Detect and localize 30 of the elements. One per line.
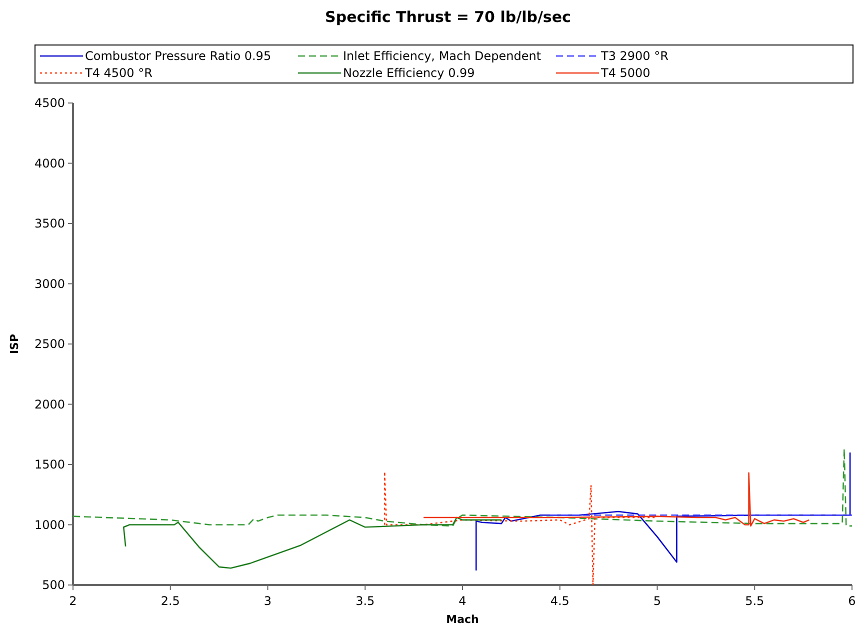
line-series	[72, 448, 853, 527]
legend-label: T4 4500 °R	[84, 66, 152, 80]
y-tick-label: 3000	[34, 276, 65, 291]
y-tick-label: 1500	[34, 458, 65, 472]
legend-label: Combustor Pressure Ratio 0.95	[85, 49, 272, 63]
x-tick-label: 2	[69, 594, 77, 608]
chart-title: Specific Thrust = 70 lb/lb/sec	[325, 8, 571, 26]
x-tick-label: 4	[458, 594, 466, 608]
legend-label: Nozzle Efficiency 0.99	[343, 66, 475, 80]
line-series	[422, 472, 810, 527]
y-tick-label: 1000	[34, 518, 65, 532]
y-tick-label: 2000	[34, 397, 65, 412]
y-tick-label: 500	[42, 578, 65, 592]
x-tick-label: 3	[264, 594, 272, 608]
x-tick-label: 6	[848, 594, 856, 608]
x-tick-label: 5.5	[745, 594, 764, 608]
x-tick-label: 4.5	[550, 594, 570, 608]
legend-label: Inlet Efficiency, Mach Dependent	[343, 49, 542, 63]
legend-label: T4 5000	[600, 66, 650, 80]
y-tick-label: 4000	[34, 156, 65, 170]
x-tick-label: 2.5	[160, 594, 180, 608]
x-tick-label: 3.5	[356, 594, 375, 608]
y-axis-title: ISP	[8, 334, 21, 354]
y-tick-label: 2500	[34, 337, 65, 351]
line-series	[122, 516, 502, 569]
x-tick-label: 5	[653, 594, 662, 608]
legend-label: T3 2900 °R	[600, 49, 668, 63]
y-tick-label: 4500	[34, 96, 65, 110]
y-tick-label: 3500	[34, 216, 65, 230]
x-axis-title: Mach	[446, 613, 479, 626]
